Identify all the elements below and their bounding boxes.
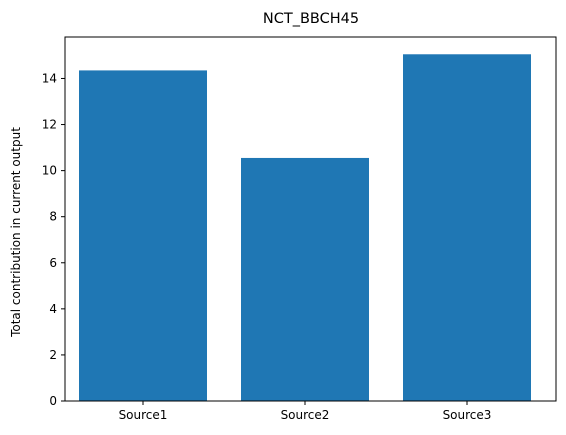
y-tick-label: 6 [49, 256, 57, 270]
bar-source1 [79, 70, 207, 401]
y-tick-label: 4 [49, 302, 57, 316]
x-tick-label: Source2 [281, 408, 330, 422]
y-tick-label: 14 [42, 71, 57, 85]
y-tick-label: 8 [49, 210, 57, 224]
bars-group [79, 54, 531, 402]
x-tick-label: Source1 [119, 408, 168, 422]
bar-source3 [403, 54, 531, 402]
bar-source2 [241, 157, 369, 401]
x-ticks-group: Source1 Source2 Source3 [119, 401, 492, 422]
plot-frame [64, 36, 557, 402]
y-tick-label: 10 [42, 164, 57, 178]
y-tick-label: 2 [49, 348, 57, 362]
y-ticks-group: 0 2 4 6 8 10 12 14 [42, 71, 65, 408]
x-tick-label: Source3 [443, 408, 492, 422]
y-tick-label: 0 [49, 394, 57, 408]
y-axis-label: Total contribution in current output [9, 127, 23, 338]
chart-title: NCT_BBCH45 [263, 11, 359, 27]
y-tick-label: 12 [42, 118, 57, 132]
